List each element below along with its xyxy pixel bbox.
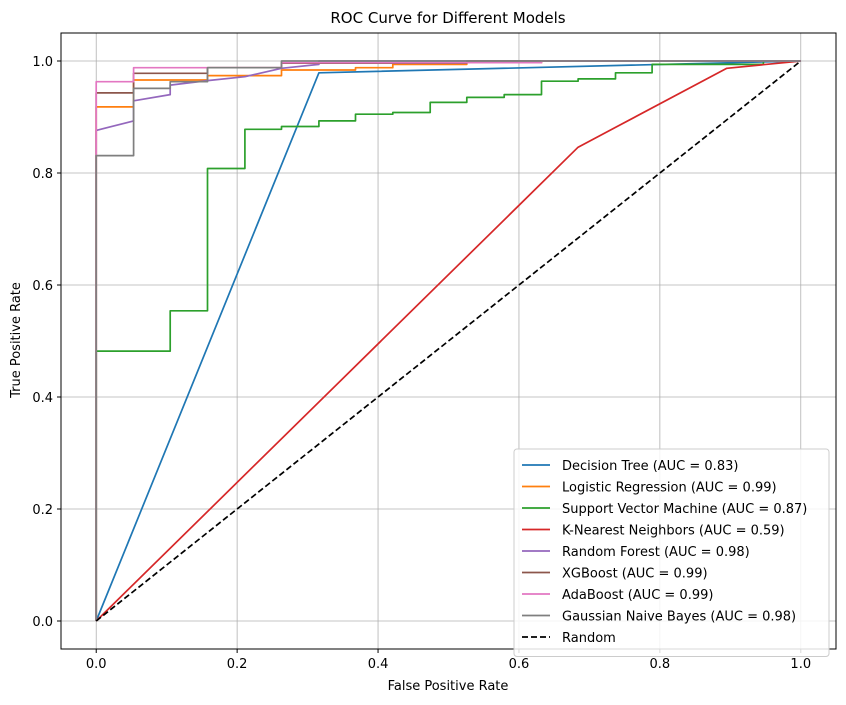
x-tick-label: 0.0 bbox=[86, 657, 107, 672]
y-tick-label: 0.8 bbox=[32, 167, 53, 182]
ticks: 0.0 0.2 0.4 0.6 0.8 1.0 0.0 0.2 0.4 0.6 0.8 1.0 bbox=[32, 55, 811, 672]
series-line bbox=[95, 60, 801, 621]
legend: Decision Tree (AUC = 0.83) Logistic Regre… bbox=[513, 448, 830, 657]
x-tick-label: 0.2 bbox=[227, 657, 248, 672]
legend-label: Random bbox=[562, 631, 616, 646]
legend-label: Gaussian Naive Bayes (AUC = 0.98) bbox=[562, 610, 796, 625]
x-tick-label: 0.6 bbox=[509, 657, 530, 672]
y-tick-label: 0.0 bbox=[32, 615, 53, 630]
legend-label: Random Forest (AUC = 0.98) bbox=[562, 545, 750, 560]
legend-label: Logistic Regression (AUC = 0.99) bbox=[562, 481, 777, 496]
legend-label: Support Vector Machine (AUC = 0.87) bbox=[562, 502, 807, 517]
y-tick-label: 0.2 bbox=[32, 503, 53, 518]
series-line bbox=[95, 60, 801, 621]
y-tick-label: 0.6 bbox=[32, 279, 53, 294]
series-layer bbox=[95, 60, 802, 622]
legend-label: Decision Tree (AUC = 0.83) bbox=[562, 459, 738, 474]
series-line bbox=[95, 60, 801, 622]
grid bbox=[61, 33, 836, 649]
legend-box bbox=[513, 448, 830, 657]
x-axis-label: False Positive Rate bbox=[388, 679, 509, 694]
legend-label: XGBoost (AUC = 0.99) bbox=[562, 567, 708, 582]
series-line bbox=[95, 60, 802, 622]
x-tick-label: 1.0 bbox=[790, 657, 811, 672]
legend-label: AdaBoost (AUC = 0.99) bbox=[562, 588, 713, 603]
legend-label: K-Nearest Neighbors (AUC = 0.59) bbox=[562, 524, 785, 539]
y-tick-label: 0.4 bbox=[32, 391, 53, 406]
x-tick-label: 0.8 bbox=[650, 657, 671, 672]
y-tick-label: 1.0 bbox=[32, 55, 53, 70]
x-tick-label: 0.4 bbox=[368, 657, 389, 672]
series-line bbox=[95, 60, 801, 622]
plot-frame bbox=[60, 32, 837, 650]
y-axis-label: True Positive Rate bbox=[9, 282, 24, 399]
chart-title: ROC Curve for Different Models bbox=[330, 9, 565, 27]
